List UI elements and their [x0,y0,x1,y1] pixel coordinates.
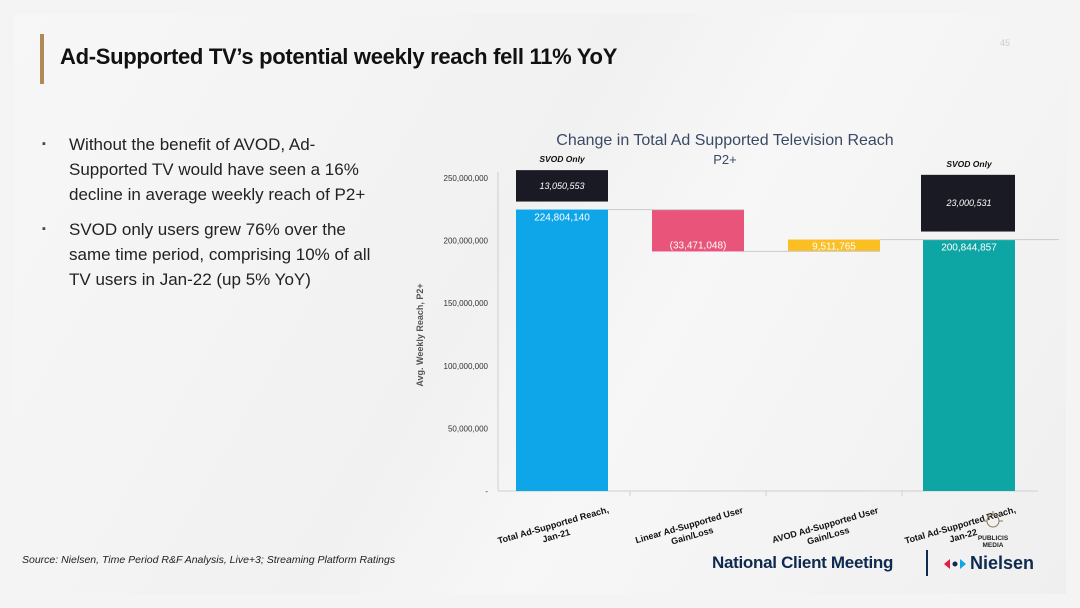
publicis-line2: MEDIA [982,542,1004,549]
y-tick-label: 200,000,000 [444,237,489,246]
footer-divider [926,550,928,576]
publicis-logo: PUBLICIS MEDIA [968,510,1018,549]
chart-subtitle: P2+ [713,152,737,167]
chart-title: Change in Total Ad Supported Television … [556,132,893,149]
publicis-line1: PUBLICIS [977,535,1009,542]
svod-value-label: 23,000,531 [945,198,991,208]
meeting-name: National Client Meeting [712,553,894,572]
y-tick-label: 50,000,000 [448,424,489,433]
svod-bar [516,170,608,202]
bar-value-label: 9,511,765 [812,242,856,253]
bullet-text: Without the benefit of AVOD, Ad-Supporte… [69,135,366,204]
bar-1 [652,209,744,252]
y-tick-label: - [485,487,488,496]
nielsen-logo: Nielsen [944,553,1034,574]
slide-title: Ad-Supported TV’s potential weekly reach… [60,44,618,69]
bullet-list: ▪ Without the benefit of AVOD, Ad-Suppor… [40,132,380,302]
x-category-label: Linear Ad-Supported UserGain/Loss [634,505,748,556]
nielsen-wordmark: Nielsen [970,553,1035,573]
bar-3 [923,239,1015,491]
title-accent-bar [40,34,44,84]
bar-value-label: (33,471,048) [670,240,727,251]
y-tick-label: 250,000,000 [444,174,489,183]
bullet-icon: ▪ [42,223,46,235]
source-note: Source: Nielsen, Time Period R&F Analysi… [22,554,396,566]
bullet-item: ▪ Without the benefit of AVOD, Ad-Suppor… [40,132,380,207]
bar-value-label: 224,804,140 [534,213,590,224]
y-axis-label: Avg. Weekly Reach, P2+ [415,283,425,386]
svod-tag: SVOD Only [539,154,586,164]
bar-0 [516,209,608,491]
x-category-label: Total Ad-Supported Reach,Jan-21 [497,504,613,556]
x-category-label: AVOD Ad-Supported UserGain/Loss [771,505,883,556]
page-number: 45 [1000,38,1011,48]
svod-value-label: 13,050,553 [539,181,584,191]
bullet-item: ▪ SVOD only users grew 76% over the same… [40,217,380,292]
y-tick-label: 150,000,000 [444,299,489,308]
bar-2 [788,239,880,252]
nielsen-mark-icon [944,558,966,569]
bullet-text: SVOD only users grew 76% over the same t… [69,220,371,289]
bullet-icon: ▪ [42,138,46,150]
y-tick-label: 100,000,000 [444,362,489,371]
svod-bar [921,174,1015,232]
publicis-emblem-icon [983,511,1003,528]
svod-tag: SVOD Only [946,159,993,169]
bar-value-label: 200,844,857 [941,243,997,254]
